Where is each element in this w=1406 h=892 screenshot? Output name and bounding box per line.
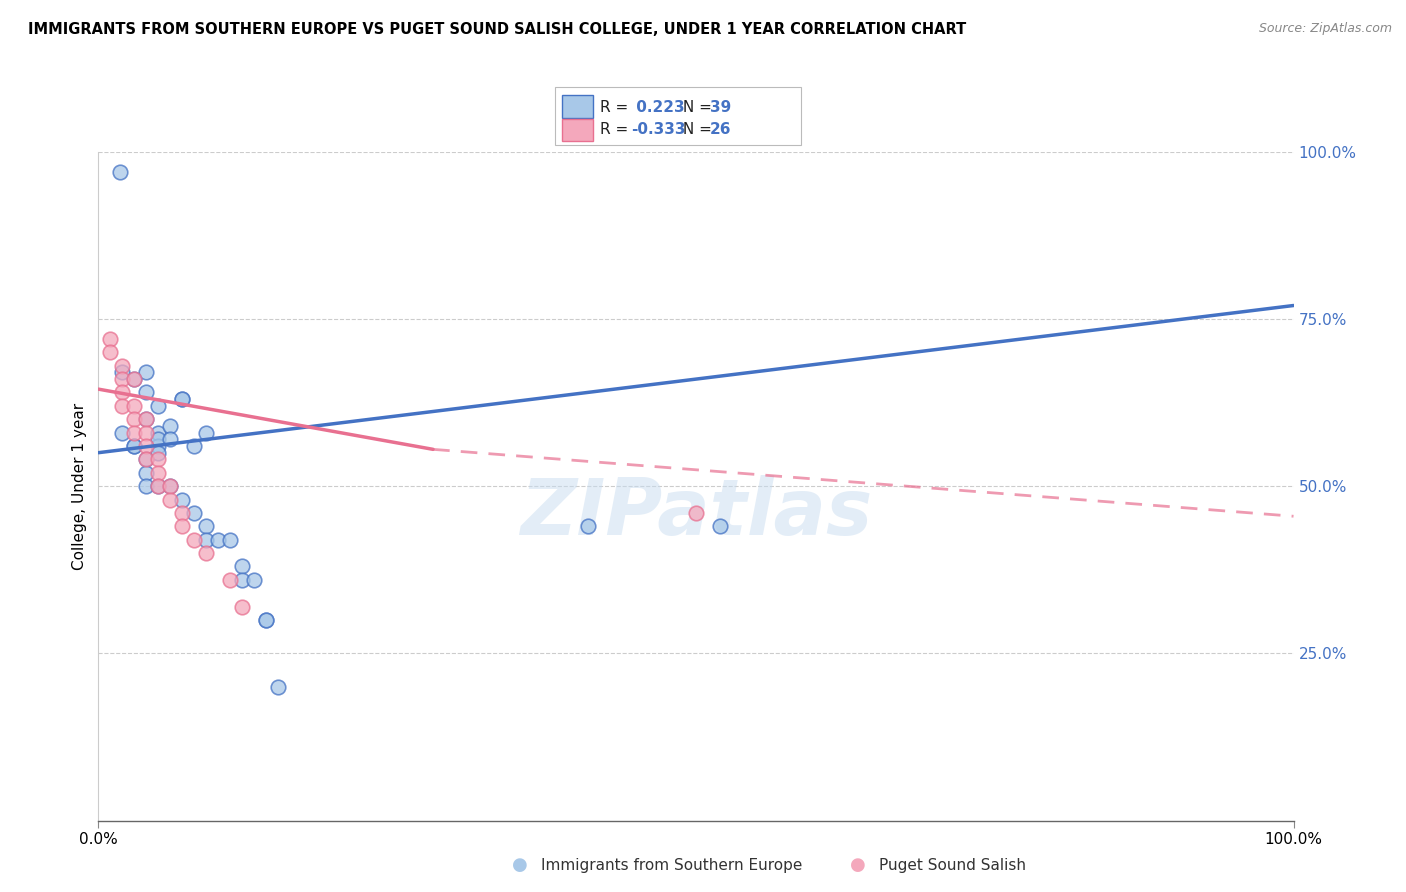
Point	[148, 399, 170, 413]
Point	[231, 573, 253, 587]
Point	[124, 372, 146, 386]
Text: IMMIGRANTS FROM SOUTHERN EUROPE VS PUGET SOUND SALISH COLLEGE, UNDER 1 YEAR CORR: IMMIGRANTS FROM SOUTHERN EUROPE VS PUGET…	[28, 22, 966, 37]
Point	[111, 385, 134, 400]
Point	[111, 399, 134, 413]
Text: Source: ZipAtlas.com: Source: ZipAtlas.com	[1258, 22, 1392, 36]
Point	[135, 366, 157, 380]
Point	[231, 559, 253, 574]
Text: ●: ●	[849, 856, 866, 874]
Point	[685, 506, 707, 520]
Point	[159, 419, 181, 434]
Point	[159, 433, 181, 447]
Point	[124, 412, 146, 426]
Point	[124, 372, 146, 386]
Point	[148, 479, 170, 493]
Text: 26: 26	[710, 122, 731, 136]
Point	[111, 366, 134, 380]
Point	[183, 533, 205, 547]
Point	[194, 533, 218, 547]
Point	[172, 492, 194, 507]
Point	[111, 425, 134, 440]
Point	[124, 439, 146, 453]
Point	[576, 519, 599, 533]
Point	[194, 546, 218, 560]
Point	[194, 519, 218, 533]
Y-axis label: College, Under 1 year: College, Under 1 year	[72, 402, 87, 570]
Point	[172, 392, 194, 407]
Point	[254, 613, 277, 627]
Text: ●: ●	[512, 856, 529, 874]
Text: -0.333: -0.333	[631, 122, 686, 136]
Point	[108, 164, 131, 178]
Point	[98, 332, 122, 346]
Point	[135, 385, 157, 400]
Text: N =: N =	[678, 122, 717, 136]
Point	[135, 412, 157, 426]
Text: Puget Sound Salish: Puget Sound Salish	[879, 858, 1026, 872]
Point	[135, 452, 157, 467]
Point	[135, 466, 157, 480]
Text: 0.223: 0.223	[631, 100, 685, 114]
Text: N =: N =	[678, 100, 717, 114]
Point	[159, 492, 181, 507]
Text: R =: R =	[600, 122, 634, 136]
Point	[219, 573, 242, 587]
Point	[172, 519, 194, 533]
Point	[124, 399, 146, 413]
Point	[183, 439, 205, 453]
Point	[148, 479, 170, 493]
Point	[148, 452, 170, 467]
Point	[98, 345, 122, 359]
Point	[243, 573, 266, 587]
Point	[194, 425, 218, 440]
Point	[159, 479, 181, 493]
Point	[135, 452, 157, 467]
Point	[148, 445, 170, 460]
Point	[124, 425, 146, 440]
Text: ZIPatlas: ZIPatlas	[520, 475, 872, 551]
Point	[135, 479, 157, 493]
Point	[267, 680, 290, 694]
Point	[111, 359, 134, 373]
Text: Immigrants from Southern Europe: Immigrants from Southern Europe	[541, 858, 803, 872]
Point	[148, 425, 170, 440]
Point	[172, 392, 194, 407]
Point	[207, 533, 229, 547]
Text: R =: R =	[600, 100, 634, 114]
Point	[135, 439, 157, 453]
Point	[183, 506, 205, 520]
Point	[148, 466, 170, 480]
Point	[148, 439, 170, 453]
Point	[135, 412, 157, 426]
Point	[172, 506, 194, 520]
Point	[231, 599, 253, 614]
Text: 39: 39	[710, 100, 731, 114]
Point	[159, 479, 181, 493]
Point	[124, 439, 146, 453]
Point	[135, 425, 157, 440]
Point	[254, 613, 277, 627]
Point	[709, 519, 731, 533]
Point	[219, 533, 242, 547]
Point	[148, 433, 170, 447]
Point	[111, 372, 134, 386]
